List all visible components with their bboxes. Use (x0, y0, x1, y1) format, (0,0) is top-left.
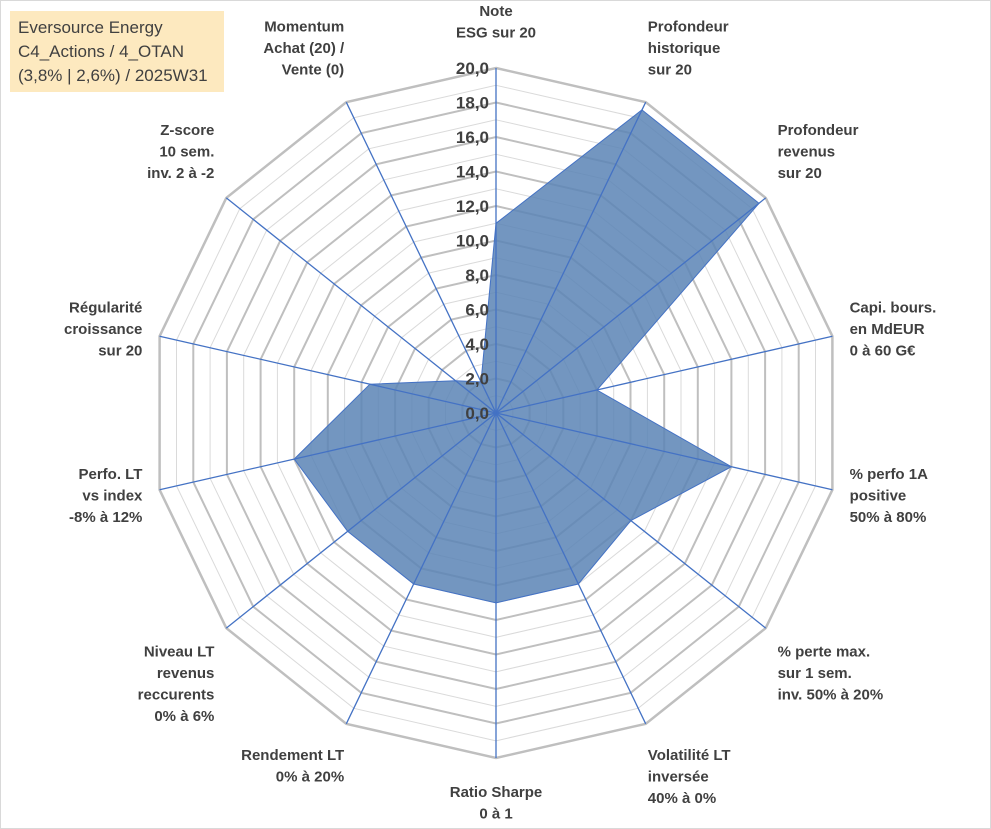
axis-label-line: inversée (648, 769, 709, 786)
axis-label: Niveau LT revenus reccurents 0% à 6% (138, 644, 215, 726)
axis-label-line: Perfo. LT (79, 466, 143, 483)
radial-tick-labels: 0,0 2,0 4,0 6,0 8,0 10,0 12,0 14,0 16,0 18,0 20,0 (456, 59, 489, 423)
spoke-line (495, 412, 647, 725)
spoke-line (345, 412, 497, 725)
axis-label-line: reccurents (138, 687, 215, 704)
spoke-line (495, 412, 833, 491)
axis-label-line: Ratio Sharpe (450, 784, 543, 801)
axis-label: Capi. bours. en MdEUR 0 à 60 G€ (850, 300, 937, 360)
axis-label: Perfo. LT vs index -8% à 12% (69, 466, 143, 526)
axis-label-line: Momentum (264, 18, 344, 35)
spoke-line (495, 197, 767, 414)
axis-label-line: en MdEUR (850, 321, 925, 338)
spoke-line (345, 101, 497, 414)
axis-label-line: % perte max. (778, 644, 871, 661)
axis-label-line: Niveau LT (144, 644, 215, 661)
axis-label-line: inv. 2 à -2 (147, 165, 214, 182)
axis-label-line: ESG sur 20 (456, 25, 536, 42)
spoke-line (495, 412, 767, 629)
category-code: C4_Actions / 4_OTAN (18, 42, 184, 61)
tick-label: 0,0 (465, 404, 489, 423)
axis-label-line: Vente (0) (282, 61, 345, 78)
axis-label-line: 0% à 6% (154, 708, 214, 725)
axis-label: Régularité croissance sur 20 (64, 300, 142, 360)
axis-label-line: positive (850, 487, 907, 504)
tick-label: 12,0 (456, 197, 489, 216)
series-area (293, 109, 760, 604)
axis-label-line: -8% à 12% (69, 509, 142, 526)
axis-label-line: 50% à 80% (850, 509, 927, 526)
axis-label-line: revenus (157, 665, 215, 682)
axis-label-line: Achat (20) / (263, 40, 345, 57)
tick-label: 8,0 (465, 266, 489, 285)
axis-label-line: Profondeur (648, 18, 729, 35)
axis-label: % perte max. sur 1 sem. inv. 50% à 20% (778, 644, 884, 704)
axis-label-line: sur 20 (648, 61, 692, 78)
axis-label-line: 10 sem. (159, 143, 214, 160)
spoke-line (159, 412, 497, 491)
tick-label: 18,0 (456, 94, 489, 113)
axis-label-line: Z-score (160, 122, 214, 139)
axis-label-line: sur 1 sem. (778, 665, 852, 682)
axis-label: Rendement LT 0% à 20% (241, 747, 344, 786)
axis-label-line: Rendement LT (241, 747, 344, 764)
axis-label-line: Régularité (69, 300, 142, 317)
spoke-line (225, 197, 497, 414)
axis-label-line: sur 20 (98, 343, 142, 360)
tick-label: 4,0 (465, 335, 489, 354)
info-box: Eversource Energy C4_Actions / 4_OTAN (3… (10, 11, 224, 92)
tick-label: 2,0 (465, 370, 489, 389)
radar-series (293, 109, 760, 604)
axis-label-line: Volatilité LT (648, 747, 731, 764)
tick-label: 20,0 (456, 59, 489, 78)
axis-label: Profondeur historique sur 20 (648, 18, 729, 78)
axis-label-line: inv. 50% à 20% (778, 687, 884, 704)
company-name: Eversource Energy (18, 18, 163, 37)
axis-label: Note ESG sur 20 (456, 3, 536, 42)
spoke-line (225, 412, 497, 629)
axis-label: Momentum Achat (20) / Vente (0) (263, 18, 345, 78)
axis-label: Profondeur revenus sur 20 (778, 122, 859, 182)
axis-label-line: 0 à 60 G€ (850, 343, 917, 360)
axis-label-line: revenus (778, 143, 836, 160)
spoke-line (495, 335, 833, 414)
tick-label: 10,0 (456, 232, 489, 251)
axis-label-line: Capi. bours. (850, 300, 937, 317)
axis-label-line: sur 20 (778, 165, 822, 182)
tick-label: 6,0 (465, 301, 489, 320)
spoke-line (495, 101, 647, 414)
axis-labels: Note ESG sur 20 Profondeur historique sur 20… (64, 3, 936, 823)
axis-label: Volatilité LT inversée 40% à 0% (648, 747, 731, 807)
metrics-week: (3,8% | 2,6%) / 2025W31 (18, 66, 208, 85)
axis-label-line: 0 à 1 (479, 806, 512, 823)
tick-label: 14,0 (456, 163, 489, 182)
axis-label-line: Note (479, 3, 512, 20)
axis-label: % perfo 1A positive 50% à 80% (850, 466, 929, 526)
spoke-line (159, 335, 497, 414)
axis-label: Z-score 10 sem. inv. 2 à -2 (147, 122, 214, 182)
axis-label-line: 0% à 20% (276, 769, 344, 786)
axis-label-line: croissance (64, 321, 142, 338)
axis-label-line: % perfo 1A (850, 466, 929, 483)
axis-label-line: vs index (82, 487, 143, 504)
axis-label-line: 40% à 0% (648, 790, 716, 807)
axis-label: Ratio Sharpe 0 à 1 (450, 784, 543, 823)
axis-label-line: Profondeur (778, 122, 859, 139)
axis-label-line: historique (648, 40, 721, 57)
radar-spokes (159, 68, 833, 758)
tick-label: 16,0 (456, 128, 489, 147)
